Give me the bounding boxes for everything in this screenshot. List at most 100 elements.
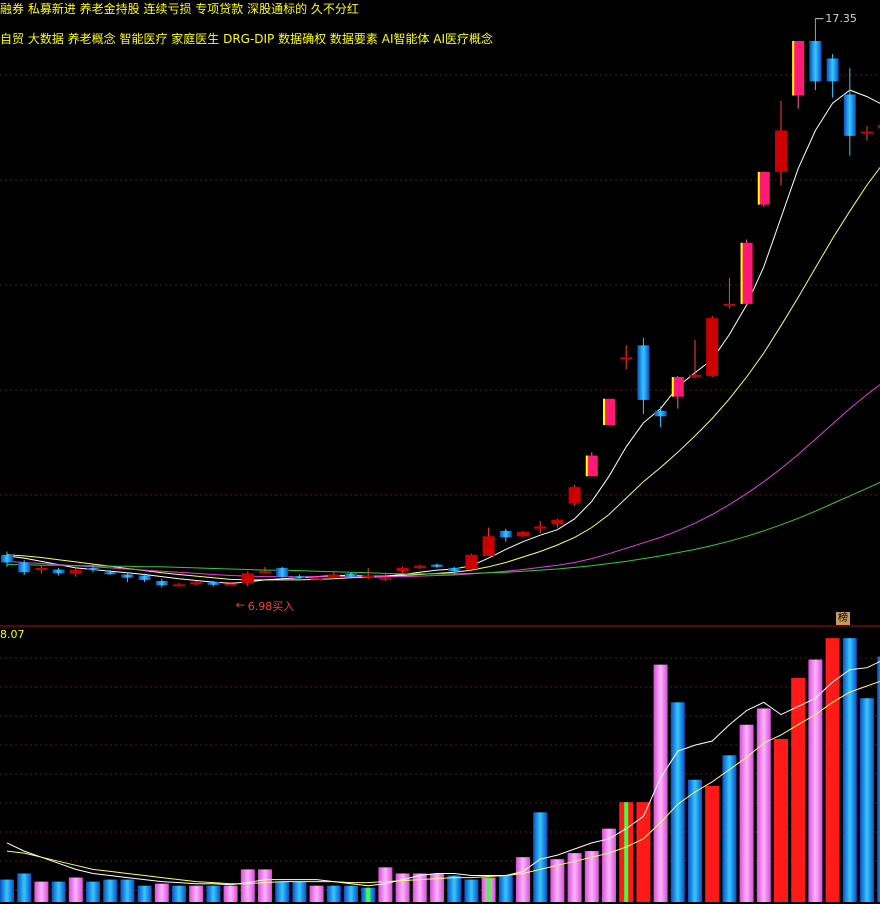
chart-markers: ← — [236, 18, 824, 611]
volume-bar — [584, 851, 599, 902]
volume-bar — [808, 659, 823, 902]
candle-body — [637, 345, 650, 400]
candle-body — [138, 575, 151, 580]
volume-bar — [756, 708, 771, 902]
candle-body — [465, 554, 478, 569]
volume-bar — [120, 879, 135, 902]
candle-body — [1, 554, 13, 563]
volume-bar — [842, 638, 857, 902]
candle-body — [534, 526, 547, 529]
volume-bar — [344, 885, 358, 902]
candle-body — [224, 583, 237, 586]
candle-body — [18, 562, 31, 573]
limit-up-stripe — [792, 41, 795, 96]
candle-body — [620, 357, 633, 360]
volume-bar — [688, 779, 702, 902]
volume-bar — [172, 885, 186, 902]
candle-body — [603, 398, 615, 425]
candle-body — [723, 303, 736, 306]
ma60-line — [7, 481, 880, 575]
candle-body — [809, 41, 822, 82]
candle-body — [87, 567, 99, 571]
candle-body — [431, 564, 443, 567]
price-ma-lines — [6, 89, 880, 584]
vma10-line — [6, 680, 880, 885]
candle-body — [190, 582, 203, 585]
candle-body — [826, 58, 839, 82]
vma5-line — [6, 660, 880, 887]
volume-bar — [791, 677, 806, 902]
candle-body — [568, 487, 581, 504]
candle-body — [379, 577, 392, 580]
candle-body — [362, 575, 375, 578]
volume-highlight — [366, 887, 371, 902]
candle-body — [207, 582, 220, 585]
candle-body — [310, 577, 323, 580]
volume-bar — [137, 885, 152, 902]
volume-bar — [223, 885, 238, 902]
volume-bar — [395, 873, 410, 902]
volume-bar — [292, 881, 307, 902]
candle-body — [482, 536, 495, 556]
candle-body — [740, 242, 753, 304]
volume-bar — [240, 869, 255, 902]
volume-bar — [877, 656, 880, 902]
volume-bar — [51, 881, 66, 902]
candle-body — [52, 569, 65, 574]
volume-ma-lines — [6, 660, 880, 887]
candle-body — [396, 567, 409, 572]
volume-bar — [103, 879, 118, 902]
candle-body — [706, 318, 719, 376]
volume-bar — [447, 875, 462, 902]
limit-up-stripe — [757, 171, 760, 205]
volume-highlight — [624, 802, 629, 902]
candle-body — [517, 531, 529, 537]
candle-body — [121, 574, 134, 578]
volume-bar — [498, 875, 513, 902]
candle-body — [843, 94, 856, 136]
candle-body — [413, 565, 426, 568]
volume-bar — [825, 638, 840, 902]
volume-bar — [206, 885, 221, 902]
candle-body — [861, 131, 873, 134]
candle-body — [775, 130, 787, 172]
price-grid — [0, 74, 880, 496]
candle-body — [69, 570, 82, 574]
volume-bar — [17, 873, 32, 902]
volume-max-label: 8.07 — [0, 628, 25, 641]
volume-bar — [516, 857, 530, 902]
ranking-badge[interactable]: 榜 — [836, 612, 850, 625]
volume-bar — [309, 885, 324, 902]
volume-bar — [326, 885, 341, 902]
candle-body — [327, 574, 340, 578]
ma5-line — [6, 89, 880, 584]
candle-body — [499, 530, 512, 538]
volume-bar — [722, 755, 737, 902]
volume-bar — [378, 867, 393, 902]
candle-body — [878, 125, 880, 129]
ma20-line — [6, 383, 880, 578]
limit-up-stripe — [740, 242, 743, 304]
volume-bar — [34, 881, 49, 902]
volume-bar — [567, 853, 582, 902]
candle-body — [654, 410, 667, 417]
candle-body — [671, 377, 684, 397]
volume-bar — [550, 859, 565, 902]
volume-bar — [860, 698, 874, 902]
volume-bar — [739, 724, 754, 902]
volume-bar — [0, 879, 14, 902]
volume-bar — [154, 883, 169, 902]
candle-body — [448, 567, 461, 572]
candle-body — [276, 567, 289, 577]
volume-bar — [430, 873, 444, 902]
candle-body — [173, 584, 185, 587]
candle-body — [585, 455, 598, 477]
candle-body — [792, 41, 805, 96]
candle-body — [241, 573, 254, 584]
ma10-line — [6, 166, 880, 581]
volume-bar — [464, 879, 479, 902]
buy-signal-label: 6.98买入 — [247, 600, 295, 614]
volume-highlight — [486, 877, 491, 902]
buy-arrow-icon: ← — [236, 598, 245, 611]
